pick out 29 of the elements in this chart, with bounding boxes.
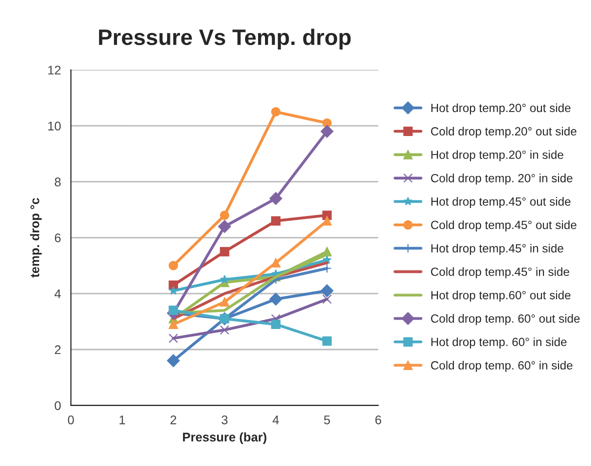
y-tick-label: 10	[48, 122, 61, 130]
legend-label: Cold drop temp.20° out side	[431, 126, 576, 138]
x-tick-label: 6	[375, 415, 382, 424]
x-tick-label: 1	[120, 416, 126, 424]
chart-title: Pressure Vs Temp. drop	[99, 28, 351, 50]
x-tick-label: 5	[324, 416, 330, 424]
legend-label: Hot drop temp.45° in side	[431, 244, 564, 255]
y-tick-label: 4	[54, 290, 61, 298]
y-tick-label: 12	[48, 66, 61, 74]
y-tick-label: 2	[54, 345, 61, 354]
x-tick-label: 3	[222, 415, 228, 424]
legend-label: Hot drop temp.20° in side	[431, 150, 564, 162]
y-axis-title: temp. drop °c	[30, 198, 42, 278]
x-axis-title: Pressure (bar)	[183, 432, 266, 444]
legend-label: Hot drop temp.60° out side	[431, 290, 570, 302]
x-tick-label: 2	[170, 415, 176, 424]
legend-label: Cold drop temp. 20° in side	[431, 174, 572, 185]
legend-label: Cold drop temp. 60° in side	[431, 360, 572, 372]
legend-label: Hot drop temp.45° out side	[431, 197, 570, 208]
legend-label: Hot drop temp. 60° in side	[431, 337, 567, 348]
legend-label: Hot drop temp.20° out side	[431, 103, 570, 114]
legend-label: Cold drop temp.45° out side	[431, 220, 576, 232]
x-tick-label: 4	[272, 416, 279, 424]
y-tick-label: 0	[54, 401, 61, 410]
legend-label: Cold drop temp.45° in side	[431, 267, 570, 278]
y-tick-label: 6	[54, 233, 61, 242]
legend-label: Cold drop temp. 60° out side	[431, 314, 580, 326]
y-tick-label: 8	[54, 178, 61, 186]
x-tick-label: 0	[68, 415, 74, 424]
